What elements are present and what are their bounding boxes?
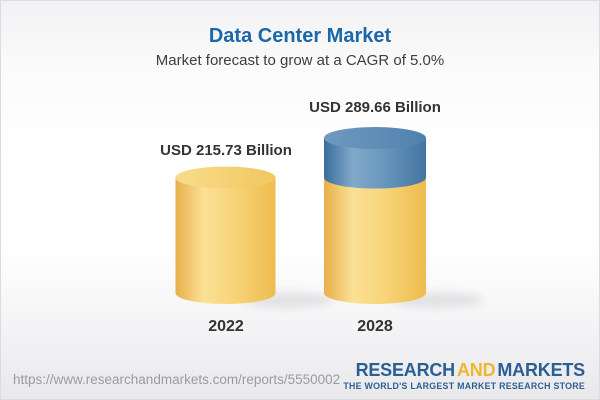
researchandmarkets-logo: RESEARCH AND MARKETS THE WORLD'S LARGEST M… <box>343 361 585 391</box>
cylinder-base-body <box>324 177 426 293</box>
value-label-2022: USD 215.73 Billion <box>160 142 292 159</box>
cylinder-growth-bottom-rim <box>324 166 426 189</box>
chart-title: Data Center Market <box>208 25 392 47</box>
report-url: https://www.researchandmarkets.com/repor… <box>13 372 341 387</box>
logo-wordmark: RESEARCH AND MARKETS <box>343 360 586 380</box>
category-label-2028: 2028 <box>357 318 393 335</box>
logo-word-and: AND <box>456 360 496 380</box>
cylinder-base-body <box>175 177 276 293</box>
cylinder-top-cap-gold <box>175 166 276 189</box>
cylinder-bottom-cap <box>175 282 276 304</box>
value-label-2028: USD 289.66 Billion <box>309 99 441 116</box>
chart-subtitle: Market forecast to grow at a CAGR of 5.0… <box>155 52 445 69</box>
cylinder-bottom-cap <box>324 282 426 304</box>
logo-word-research: RESEARCH <box>355 360 456 380</box>
logo-word-markets: MARKETS <box>497 360 585 380</box>
cylinder-top-cap-blue <box>324 127 426 149</box>
logo-tagline: THE WORLD'S LARGEST MARKET RESEARCH STOR… <box>343 381 585 391</box>
category-label-2022: 2022 <box>208 318 244 335</box>
